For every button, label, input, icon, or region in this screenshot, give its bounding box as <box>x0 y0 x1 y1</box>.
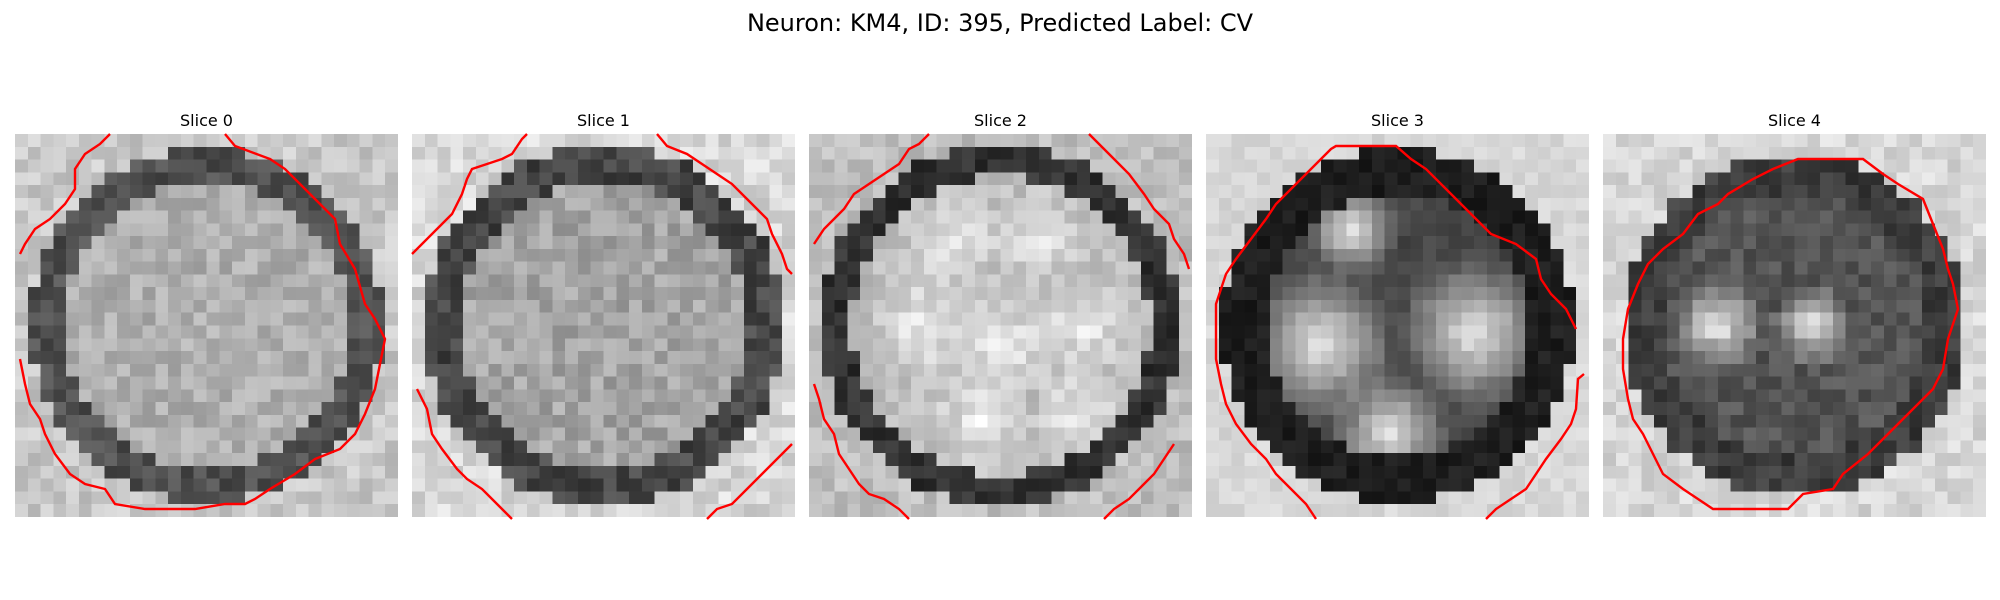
contour-overlay-0 <box>15 134 398 517</box>
slice-title-0: Slice 0 <box>15 110 398 132</box>
contour-line <box>1216 146 1576 519</box>
slice-image-4 <box>1603 134 1986 517</box>
slice-image-1 <box>412 134 795 517</box>
contour-line <box>20 134 110 254</box>
slice-panel-1: Slice 1 <box>412 110 795 520</box>
contour-line <box>657 134 792 274</box>
contour-overlay-4 <box>1603 134 1986 517</box>
slice-title-4: Slice 4 <box>1603 110 1986 132</box>
slice-panel-3: Slice 3 <box>1206 110 1589 520</box>
contour-line <box>412 134 527 254</box>
slice-image-3 <box>1206 134 1589 517</box>
contour-line <box>1104 444 1174 519</box>
slice-panel-0: Slice 0 <box>15 110 398 520</box>
contour-overlay-3 <box>1206 134 1589 517</box>
figure-title: Neuron: KM4, ID: 395, Predicted Label: C… <box>0 6 2000 40</box>
contour-line <box>814 134 929 244</box>
slice-panel-2: Slice 2 <box>809 110 1192 520</box>
slice-title-3: Slice 3 <box>1206 110 1589 132</box>
slice-title-2: Slice 2 <box>809 110 1192 132</box>
contour-line <box>417 389 512 519</box>
contour-line <box>814 384 909 519</box>
slice-title-1: Slice 1 <box>412 110 795 132</box>
contour-overlay-1 <box>412 134 795 517</box>
contour-line <box>1623 159 1958 509</box>
slice-panel-4: Slice 4 <box>1603 110 1986 520</box>
contour-line <box>707 444 792 519</box>
slice-image-0 <box>15 134 398 517</box>
contour-overlay-2 <box>809 134 1192 517</box>
contour-line <box>1089 134 1189 269</box>
contour-line <box>1486 374 1584 519</box>
slice-image-2 <box>809 134 1192 517</box>
